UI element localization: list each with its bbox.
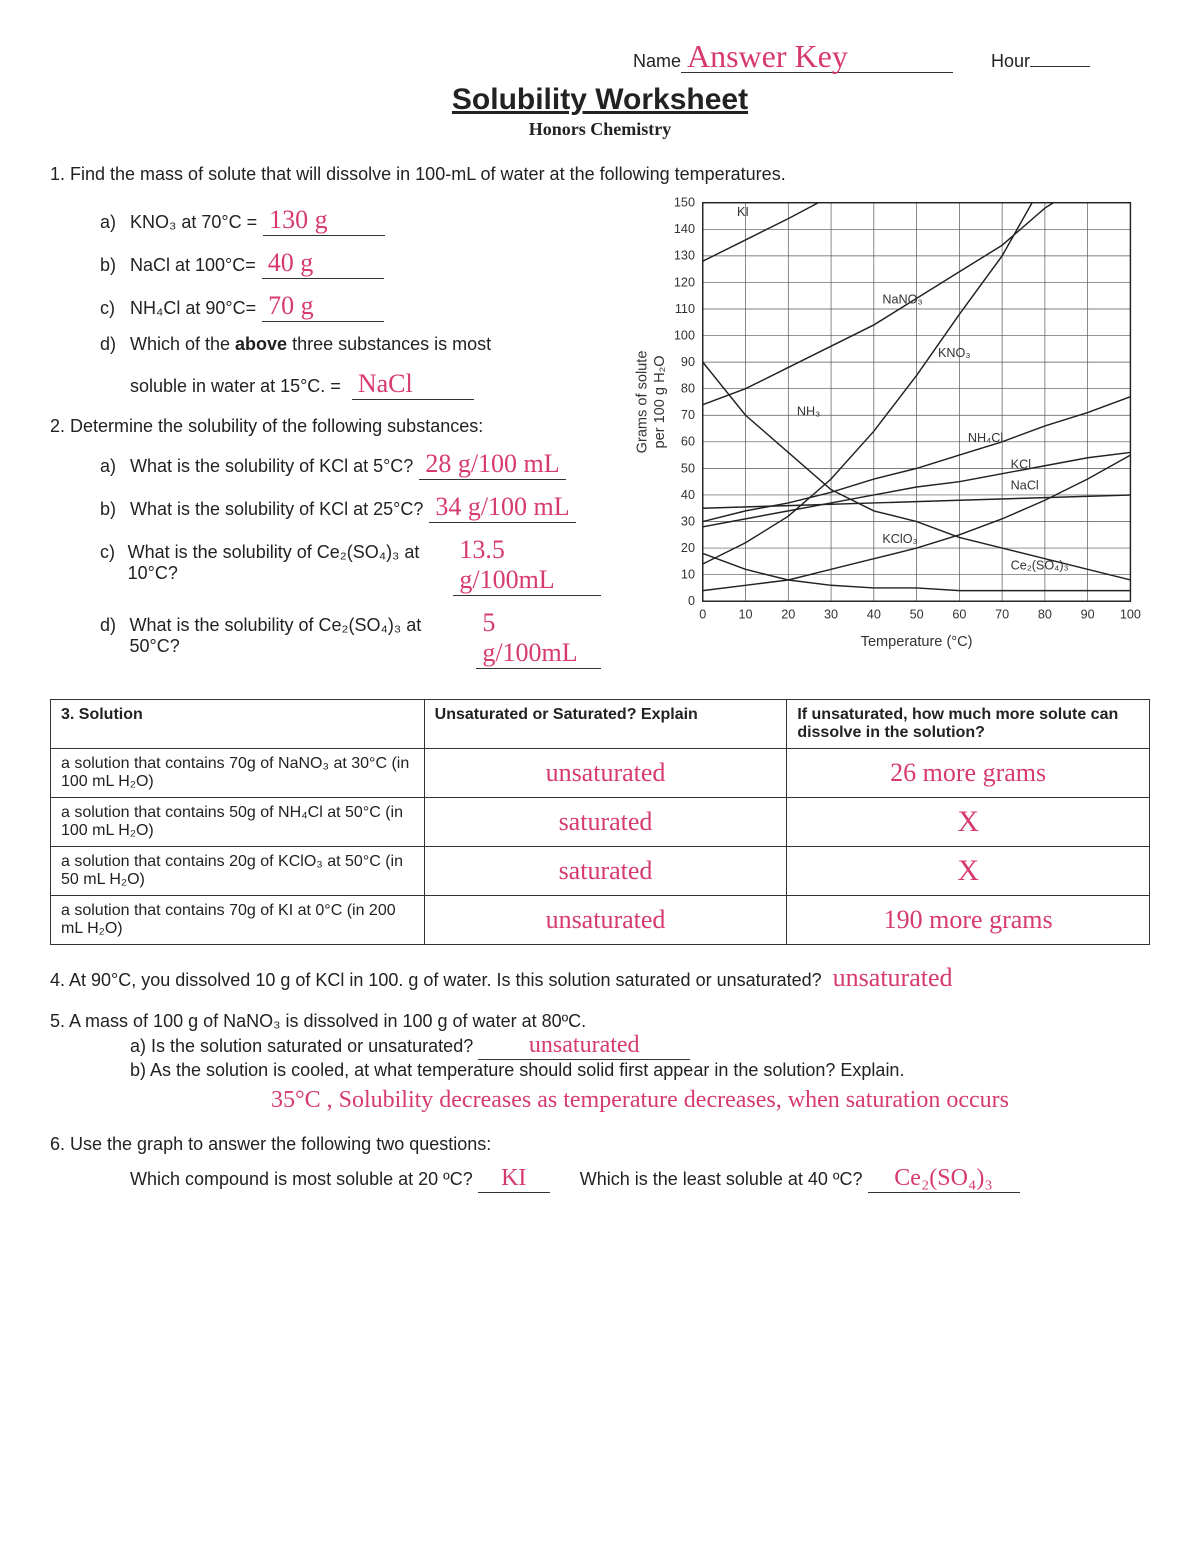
th-solution: 3. Solution [51, 700, 425, 749]
svg-text:10: 10 [681, 568, 695, 582]
th-more: If unsaturated, how much more solute can… [787, 700, 1150, 749]
q6-ans2: Ce₂(SO₄)₃ [868, 1165, 1020, 1193]
q2d: d)What is the solubility of Ce₂(SO₄)₃ at… [100, 608, 601, 669]
svg-text:100: 100 [674, 328, 695, 342]
q2c-answer: 13.5 g/100mL [453, 535, 601, 596]
q1d-answer: NaCl [352, 369, 474, 400]
q1d: d) Which of the above three substances i… [100, 334, 601, 400]
svg-text:NaNO₃: NaNO₃ [883, 293, 923, 307]
svg-text:90: 90 [1081, 608, 1095, 622]
cell-more: 26 more grams [787, 749, 1150, 798]
svg-text:60: 60 [952, 608, 966, 622]
q2a-answer: 28 g/100 mL [419, 449, 565, 480]
svg-text:120: 120 [674, 275, 695, 289]
svg-text:per 100 g H₂O: per 100 g H₂O [652, 355, 668, 448]
cell-sat: saturated [424, 847, 787, 896]
q4: 4. At 90°C, you dissolved 10 g of KCl in… [50, 963, 1150, 993]
q2-prompt: 2. Determine the solubility of the follo… [50, 416, 601, 437]
q5b-answer: 35°C , Solubility decreases as temperatu… [130, 1085, 1150, 1116]
svg-text:50: 50 [681, 461, 695, 475]
q4-answer: unsaturated [833, 963, 953, 992]
cell-more: X [787, 798, 1150, 847]
svg-text:NaCl: NaCl [1011, 479, 1039, 493]
cell-desc: a solution that contains 70g of NaNO₃ at… [51, 749, 425, 798]
q1a: a) KNO₃ at 70°C = 130 g [100, 205, 601, 236]
svg-text:KI: KI [737, 205, 749, 219]
q1b: b) NaCl at 100°C= 40 g [100, 248, 601, 279]
svg-text:110: 110 [675, 302, 695, 316]
cell-sat: saturated [424, 798, 787, 847]
table-row: a solution that contains 70g of NaNO₃ at… [51, 749, 1150, 798]
hour-value [1030, 46, 1090, 67]
q2d-answer: 5 g/100mL [476, 608, 601, 669]
svg-text:140: 140 [674, 222, 695, 236]
svg-text:70: 70 [995, 608, 1009, 622]
saturation-table: 3. Solution Unsaturated or Saturated? Ex… [50, 699, 1150, 945]
header: Name Answer Key Hour [50, 40, 1150, 73]
svg-text:80: 80 [681, 382, 695, 396]
table-row: a solution that contains 50g of NH₄Cl at… [51, 798, 1150, 847]
svg-text:0: 0 [688, 594, 695, 608]
svg-text:90: 90 [681, 355, 695, 369]
q1a-answer: 130 g [263, 205, 385, 236]
svg-text:50: 50 [910, 608, 924, 622]
left-column: a) KNO₃ at 70°C = 130 g b) NaCl at 100°C… [50, 193, 601, 681]
hour-label: Hour [991, 51, 1030, 72]
th-sat: Unsaturated or Saturated? Explain [424, 700, 787, 749]
q2b-answer: 34 g/100 mL [429, 492, 575, 523]
svg-text:40: 40 [681, 488, 695, 502]
svg-text:10: 10 [739, 608, 753, 622]
q2b: b)What is the solubility of KCl at 25°C?… [100, 492, 601, 523]
svg-text:Temperature (°C): Temperature (°C) [861, 634, 973, 650]
cell-more: X [787, 847, 1150, 896]
svg-text:30: 30 [681, 514, 695, 528]
q5a-answer: unsaturated [478, 1032, 690, 1060]
svg-text:100: 100 [1120, 608, 1141, 622]
hour-field: Hour [991, 46, 1090, 72]
svg-text:0: 0 [699, 608, 706, 622]
svg-text:Grams of solute: Grams of solute [635, 351, 651, 454]
svg-text:60: 60 [681, 435, 695, 449]
q5: 5. A mass of 100 g of NaNO₃ is dissolved… [50, 1011, 1150, 1116]
page-title: Solubility Worksheet [50, 83, 1150, 117]
q1b-answer: 40 g [262, 248, 384, 279]
cell-desc: a solution that contains 70g of KI at 0°… [51, 896, 425, 945]
name-field: Name Answer Key [633, 40, 953, 73]
svg-text:KNO₃: KNO₃ [938, 346, 971, 360]
cell-desc: a solution that contains 50g of NH₄Cl at… [51, 798, 425, 847]
q6-ans1: KI [478, 1165, 550, 1193]
svg-text:150: 150 [674, 196, 695, 210]
table-row: a solution that contains 70g of KI at 0°… [51, 896, 1150, 945]
cell-sat: unsaturated [424, 896, 787, 945]
svg-text:20: 20 [781, 608, 795, 622]
q6: 6. Use the graph to answer the following… [50, 1134, 1150, 1193]
svg-text:Ce₂(SO₄)₃: Ce₂(SO₄)₃ [1011, 558, 1069, 572]
q2a: a)What is the solubility of KCl at 5°C? … [100, 449, 601, 480]
q1-prompt: 1. Find the mass of solute that will dis… [50, 164, 1150, 185]
svg-text:20: 20 [681, 541, 695, 555]
solubility-chart: 0 10 20 30 40 50 60 70 80 90 100 0 10 20 30 40 50 60 70 80 9… [625, 193, 1150, 660]
svg-text:30: 30 [824, 608, 838, 622]
q2c: c)What is the solubility of Ce₂(SO₄)₃ at… [100, 535, 601, 596]
chart-area: 0 10 20 30 40 50 60 70 80 90 100 0 10 20 30 40 50 60 70 80 9… [625, 193, 1150, 665]
cell-more: 190 more grams [787, 896, 1150, 945]
svg-text:80: 80 [1038, 608, 1052, 622]
svg-text:KClO₃: KClO₃ [883, 532, 918, 546]
name-label: Name [633, 51, 681, 72]
svg-text:NH₄Cl: NH₄Cl [968, 431, 1003, 445]
svg-text:130: 130 [674, 249, 695, 263]
q1c-answer: 70 g [262, 291, 384, 322]
svg-text:70: 70 [681, 408, 695, 422]
table-row: a solution that contains 20g of KClO₃ at… [51, 847, 1150, 896]
name-value: Answer Key [681, 40, 953, 73]
svg-text:KCl: KCl [1011, 457, 1031, 471]
cell-sat: unsaturated [424, 749, 787, 798]
svg-text:40: 40 [867, 608, 881, 622]
cell-desc: a solution that contains 20g of KClO₃ at… [51, 847, 425, 896]
page-subtitle: Honors Chemistry [50, 119, 1150, 140]
q1c: c) NH₄Cl at 90°C= 70 g [100, 291, 601, 322]
svg-text:NH₃: NH₃ [797, 404, 820, 418]
